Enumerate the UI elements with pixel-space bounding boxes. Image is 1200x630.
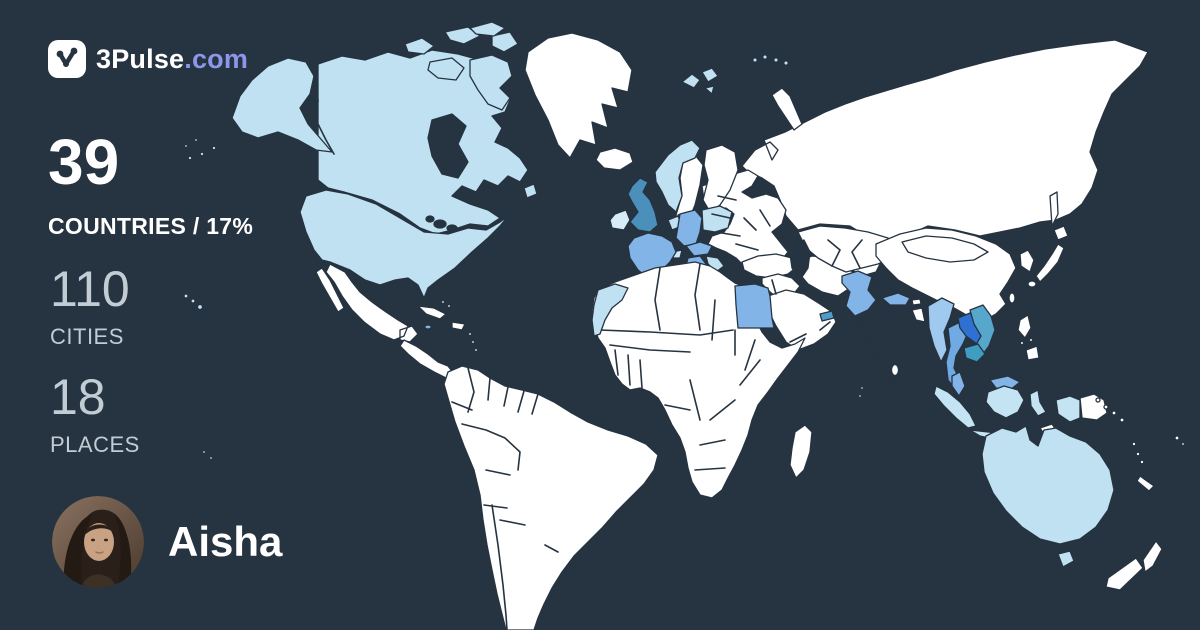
- great-lakes: [425, 215, 458, 232]
- country-cambodia: [963, 343, 986, 363]
- cities-label: CITIES: [50, 324, 124, 349]
- island-kyushu: [1027, 280, 1037, 288]
- alaska-canada-border: [313, 75, 335, 155]
- polynesia-dots: [201, 449, 214, 461]
- brand-suffix: .com: [184, 43, 249, 74]
- country-germany: [675, 209, 703, 247]
- country-russia: [741, 39, 1149, 243]
- maldives-dots: [857, 385, 865, 399]
- user-name: Aisha: [168, 518, 283, 565]
- brand-logo[interactable]: 3Pulse.com: [48, 40, 248, 78]
- caribbean-dots: [440, 299, 479, 353]
- country-svalbard: [681, 67, 719, 95]
- country-myanmar: [927, 297, 955, 363]
- country-poland: [701, 205, 733, 233]
- country-norway: [654, 139, 701, 213]
- country-mongolia: [901, 235, 989, 263]
- country-uk: [627, 177, 659, 233]
- country-west-papua: [1055, 395, 1081, 423]
- country-greenland: [524, 32, 633, 159]
- country-mexico: [315, 263, 419, 343]
- country-png: [1079, 393, 1108, 421]
- country-australia: [981, 425, 1115, 545]
- country-bhutan: [911, 298, 922, 306]
- country-nepal: [881, 292, 911, 306]
- country-saudi-arabia: [767, 289, 837, 351]
- places-label: PLACES: [50, 432, 140, 457]
- country-philippines: [1017, 314, 1040, 361]
- island-hispaniola: [451, 321, 466, 331]
- country-malaysia: [951, 371, 1021, 397]
- country-newfoundland: [523, 183, 538, 199]
- island-new-caledonia: [1136, 475, 1155, 492]
- country-czech-austria: [685, 241, 713, 257]
- country-egypt: [734, 283, 775, 329]
- country-cuba: [417, 305, 447, 320]
- logo-badge: [48, 40, 86, 78]
- south-america-borders: [451, 367, 559, 630]
- country-morocco: [591, 283, 629, 337]
- mideast-borders: [771, 239, 863, 343]
- places-count: 18: [50, 369, 106, 425]
- country-jamaica: [424, 324, 432, 330]
- country-canada: [317, 49, 529, 235]
- avatar: [52, 496, 144, 588]
- countries-count: 39: [48, 126, 120, 198]
- aleutian-islands: [183, 137, 217, 161]
- country-tasmania: [1057, 550, 1075, 568]
- country-novaya-zemlya: [771, 87, 803, 131]
- hawaii-islands: [183, 293, 204, 311]
- philippine-dots: [1019, 337, 1034, 346]
- country-pakistan: [841, 270, 877, 317]
- country-sakhalin: [1049, 191, 1059, 227]
- country-croatia: [705, 255, 725, 273]
- pulse-branch-icon: [56, 47, 78, 67]
- cities-count: 110: [50, 261, 130, 317]
- hudson-bay: [427, 113, 469, 179]
- canada-arctic-islands: [404, 21, 519, 111]
- country-ireland: [609, 209, 631, 231]
- country-sri-lanka: [890, 363, 900, 377]
- africa-borders: [599, 263, 761, 471]
- user-row: Aisha: [52, 496, 282, 588]
- region-central-america: [399, 339, 455, 379]
- countries-label: COUNTRIES / 17%: [48, 213, 254, 239]
- country-south-korea: [1019, 249, 1035, 273]
- island-taiwan: [1008, 292, 1016, 304]
- brand-name: 3Pulse.com: [96, 43, 249, 74]
- country-iceland: [595, 147, 634, 171]
- country-finland: [702, 144, 739, 213]
- avatar-photo: [52, 496, 144, 588]
- country-india: [852, 281, 927, 387]
- caspian-sea: [789, 239, 811, 281]
- pacific-islands: [1095, 397, 1186, 465]
- franz-josef-islands: [752, 54, 789, 66]
- country-madagascar: [789, 424, 813, 479]
- country-alaska: [231, 57, 333, 153]
- country-uae: [819, 310, 835, 322]
- country-bangladesh: [911, 307, 926, 323]
- country-new-zealand: [1105, 540, 1163, 591]
- region-south-america: [443, 365, 659, 630]
- country-usa: [299, 189, 509, 299]
- europe-borders: [711, 195, 771, 251]
- country-japan: [1035, 225, 1069, 283]
